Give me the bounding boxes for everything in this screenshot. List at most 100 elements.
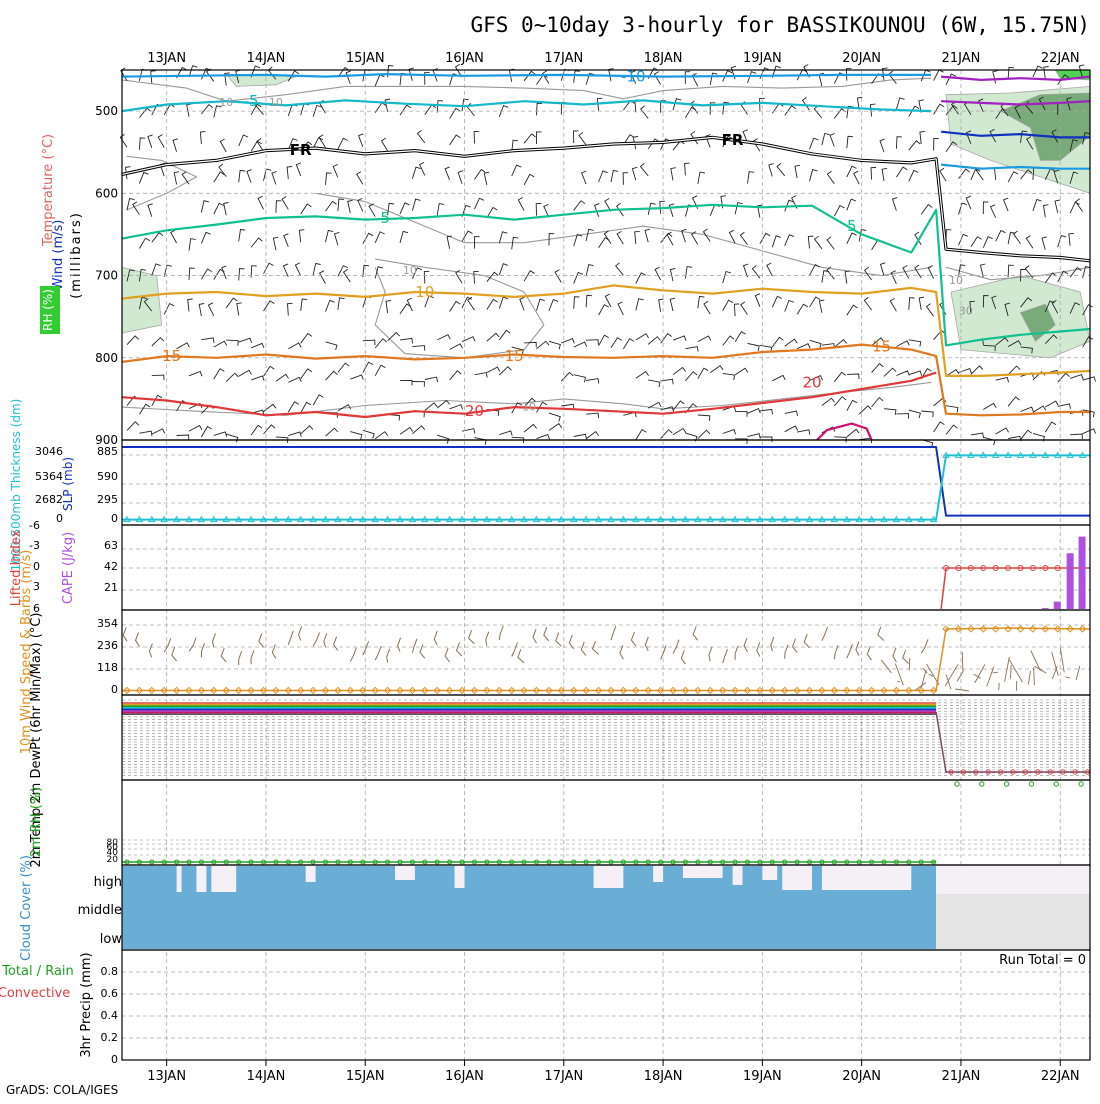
contour-label-4: FR [722, 131, 744, 149]
wind10-tick-1: 236 [97, 639, 118, 652]
x-tick-bottom-20JAN: 20JAN [842, 1069, 881, 1084]
lifted-index-tick-3: 3 [33, 580, 40, 593]
x-tick-top-19JAN: 19JAN [743, 51, 782, 66]
contour-label-5: 5 [380, 209, 390, 227]
x-tick-top-21JAN: 21JAN [942, 51, 981, 66]
x-tick-top-13JAN: 13JAN [147, 51, 186, 66]
cloud-gap-5 [455, 866, 465, 888]
x-tick-bottom-13JAN: 13JAN [147, 1069, 186, 1084]
cape-bar-3 [1079, 537, 1086, 609]
cape-tick-2: 21 [104, 581, 118, 594]
contour-label-0: -5 [244, 92, 259, 110]
upper-temp-label: Temperature (°C) [41, 134, 56, 247]
x-tick-top-16JAN: 16JAN [445, 51, 484, 66]
contour-label-14: 10 [403, 264, 417, 277]
cloud-level-high: high [94, 875, 122, 890]
lifted-index-tick-1: -3 [29, 539, 40, 552]
grads-footer: GrADS: COLA/IGES [6, 1083, 118, 1097]
contour-label-8: 15 [162, 347, 181, 365]
cloud-gap-6 [594, 866, 624, 888]
contour-label-9: 15 [505, 347, 524, 365]
cloud-gap-7 [653, 866, 663, 882]
contour-label-13: 10 [522, 400, 536, 413]
chart-title: GFS 0~10day 3-hourly for BASSIKOUNOU (6W… [470, 13, 1090, 37]
contour-label-3: FR [290, 141, 312, 159]
wind10-tick-3: 0 [111, 683, 118, 696]
cloud-gap-4 [395, 866, 415, 880]
upper-ytick-500: 500 [95, 104, 118, 118]
wind10-tick-2: 118 [97, 661, 118, 674]
slp-label: SLP (mb) [61, 457, 75, 511]
cloud-gap-2 [211, 866, 236, 892]
precip-convective-label: Convective [0, 986, 70, 1001]
wind10-tick-0: 354 [97, 617, 118, 630]
x-tick-top-22JAN: 22JAN [1041, 51, 1080, 66]
run-total: Run Total = 0 [999, 953, 1086, 968]
cape-tick-0: 63 [104, 539, 118, 552]
cloud-gap-12 [822, 866, 911, 890]
temp-contour--10 [122, 74, 931, 77]
x-tick-bottom-15JAN: 15JAN [346, 1069, 385, 1084]
thickness-tick-3: 0 [56, 512, 63, 525]
cloud-gap-3 [306, 866, 316, 882]
slp-tick-0: 885 [97, 445, 118, 458]
x-tick-top-20JAN: 20JAN [842, 51, 881, 66]
contour-label-1: 10 [219, 96, 233, 109]
x-tick-bottom-16JAN: 16JAN [445, 1069, 484, 1084]
upper-rh-label: RH (%) [41, 289, 55, 331]
cloud-missing-high [936, 866, 1090, 894]
x-tick-bottom-21JAN: 21JAN [942, 1069, 981, 1084]
cape-bar-2 [1067, 553, 1074, 609]
cape-label: CAPE (J/kg) [61, 532, 76, 604]
contour-label-15: 10 [949, 274, 963, 287]
cloud-level-middle: middle [78, 903, 122, 918]
cloud-gap-11 [782, 866, 812, 890]
x-tick-bottom-17JAN: 17JAN [544, 1069, 583, 1084]
x-tick-top-18JAN: 18JAN [644, 51, 683, 66]
rh2m-tick-3: 20 [107, 855, 119, 865]
cloud-gap-8 [683, 866, 723, 878]
contour-label-10: 15 [872, 337, 891, 355]
x-tick-bottom-19JAN: 19JAN [743, 1069, 782, 1084]
precip-tick-4: 0 [111, 1053, 118, 1066]
cape-bar-0 [1042, 608, 1049, 609]
thickness-tick-0: 3046 [35, 445, 63, 458]
slp-tick-2: 295 [97, 493, 118, 506]
cloud-gap-10 [762, 866, 777, 880]
precip-mm-label: 3hr Precip (mm) [79, 952, 94, 1057]
x-tick-bottom-14JAN: 14JAN [247, 1069, 286, 1084]
upper-ytick-800: 800 [95, 351, 118, 365]
contour-label-6: 5 [847, 217, 857, 235]
precip-tick-2: 0.4 [101, 1009, 119, 1022]
wind10-barb-dense [962, 652, 963, 672]
cape-bar-1 [1054, 602, 1061, 609]
x-tick-bottom-22JAN: 22JAN [1041, 1069, 1080, 1084]
precip-tick-0: 0.8 [101, 965, 119, 978]
lifted-index-tick-0: -6 [29, 519, 40, 532]
contour-label-7: 10 [415, 283, 434, 301]
thickness-tick-2: 2682 [35, 493, 63, 506]
upper-ytick-600: 600 [95, 186, 118, 200]
x-tick-top-15JAN: 15JAN [346, 51, 385, 66]
contour-label-16: 30 [959, 304, 973, 317]
precip-total-label: Total / Rain [1, 964, 74, 979]
cape-tick-1: 42 [104, 560, 118, 573]
x-tick-bottom-18JAN: 18JAN [644, 1069, 683, 1084]
x-tick-top-17JAN: 17JAN [544, 51, 583, 66]
contour-label-17: 10 [269, 96, 283, 109]
wind10-barb-dense [909, 658, 910, 670]
rh2m-axis-labels: 2m RH (%) [29, 787, 44, 858]
cloud-cover-area [122, 866, 936, 949]
cloud-gap-0 [177, 866, 182, 892]
cloud-gap-9 [733, 866, 743, 885]
precip-tick-3: 0.2 [101, 1031, 119, 1044]
rh2m-label: 2m RH (%) [29, 787, 44, 858]
cloud-label: Cloud Cover (%) [19, 855, 34, 961]
cloud-level-low: low [100, 932, 123, 947]
slp-tick-3: 0 [111, 512, 118, 525]
lifted-index-tick-2: 0 [33, 560, 40, 573]
x-tick-top-14JAN: 14JAN [247, 51, 286, 66]
slp-tick-1: 590 [97, 470, 118, 483]
upper-millibars-label: (millibars) [69, 211, 84, 299]
